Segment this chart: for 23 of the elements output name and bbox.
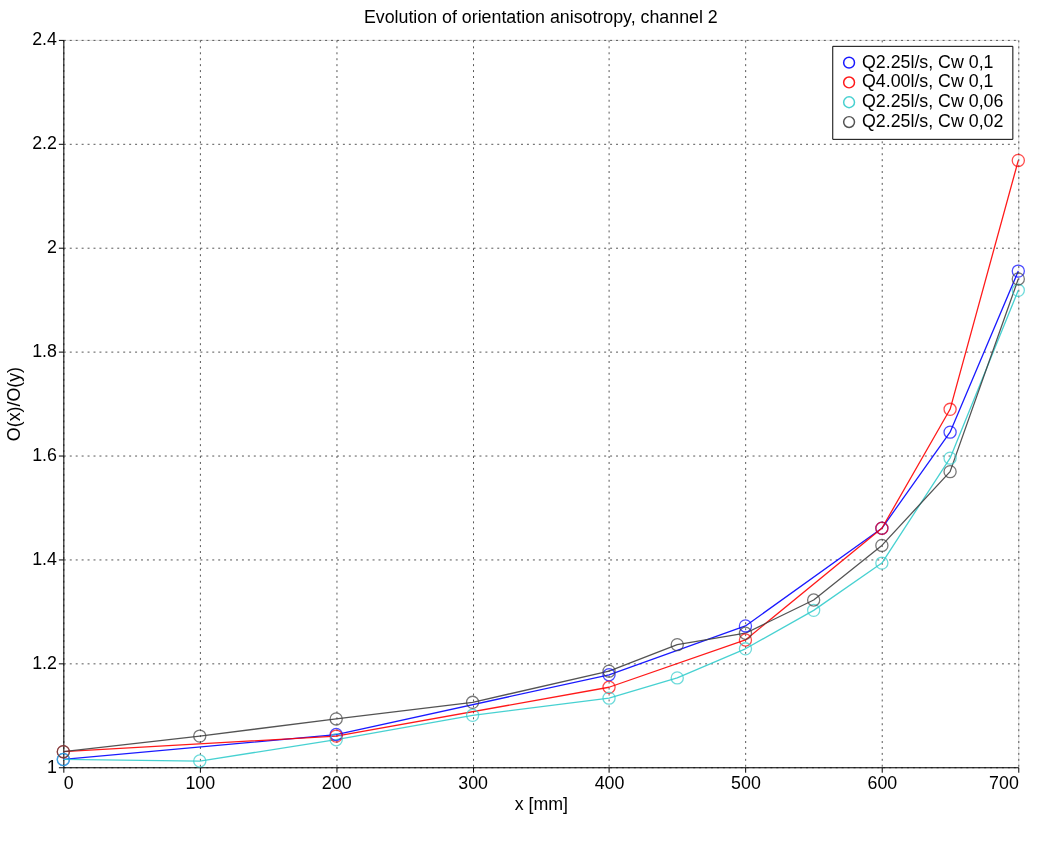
legend-label: Q4.00l/s, Cw 0,1 bbox=[861, 71, 994, 92]
y-tick-label: 1.4 bbox=[32, 548, 57, 569]
y-tick-label: 1.8 bbox=[32, 341, 57, 362]
legend-label: Q2.25l/s, Cw 0,1 bbox=[861, 51, 994, 72]
x-tick-label: 300 bbox=[458, 772, 489, 793]
x-axis-title: x [mm] bbox=[514, 794, 569, 815]
y-tick-label: 1 bbox=[47, 756, 57, 777]
x-tick-label: 700 bbox=[989, 772, 1019, 793]
y-tick-label: 1.2 bbox=[32, 652, 57, 673]
x-tick-label: 100 bbox=[185, 772, 216, 793]
y-tick-label: 2.2 bbox=[32, 133, 57, 154]
legend-label: Q2.25l/s, Cw 0,02 bbox=[861, 110, 1004, 131]
legend-label: Q2.25l/s, Cw 0,06 bbox=[861, 91, 1004, 112]
y-axis-title: O(x)/O(y) bbox=[4, 367, 25, 442]
x-tick-label: 500 bbox=[731, 772, 761, 793]
y-tick-label: 2 bbox=[47, 237, 57, 258]
x-tick-label: 0 bbox=[63, 772, 74, 793]
chart-title: Evolution of orientation anisotropy, channel 2 bbox=[363, 7, 718, 28]
x-tick-label: 600 bbox=[867, 772, 898, 793]
y-tick-label: 1.6 bbox=[32, 444, 57, 465]
y-tick-label: 2.4 bbox=[32, 29, 57, 50]
x-tick-label: 200 bbox=[321, 772, 352, 793]
x-tick-label: 400 bbox=[594, 772, 625, 793]
